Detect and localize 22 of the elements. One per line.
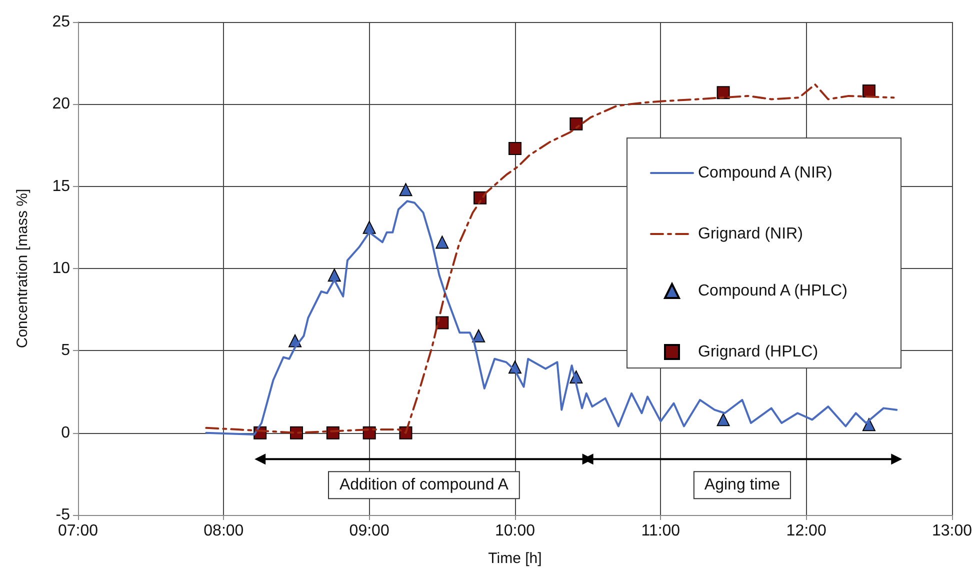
legend-label: Compound A (HPLC): [698, 282, 848, 300]
x-tick-label: 12:00: [786, 522, 826, 540]
annotation: Aging time: [704, 476, 780, 494]
x-tick-label: 08:00: [204, 522, 244, 540]
y-tick-label: 15: [52, 178, 70, 195]
y-tick-label: -5: [56, 506, 70, 524]
x-tick-label: 09:00: [349, 522, 390, 540]
y-tick-label: 25: [52, 14, 70, 30]
x-tick-label: 13:00: [932, 522, 972, 540]
legend-label: Grignard (HPLC): [698, 344, 818, 360]
x-tick-label: 10:00: [494, 522, 536, 540]
x-tick-label: 07:00: [58, 522, 98, 540]
y-axis-title: Concentration [mass %]: [14, 188, 31, 348]
legend-label: Grignard (NIR): [698, 226, 803, 242]
x-axis-title: Time [h]: [488, 550, 542, 567]
annotation: Addition of compound A: [339, 476, 509, 494]
legend-label: Compound A (NIR): [698, 164, 832, 182]
y-tick-label: 20: [52, 96, 70, 113]
y-tick-label: 10: [52, 260, 70, 277]
y-tick-label: 0: [61, 424, 70, 442]
y-tick-label: 5: [61, 342, 70, 360]
x-tick-label: 11:00: [641, 522, 680, 540]
